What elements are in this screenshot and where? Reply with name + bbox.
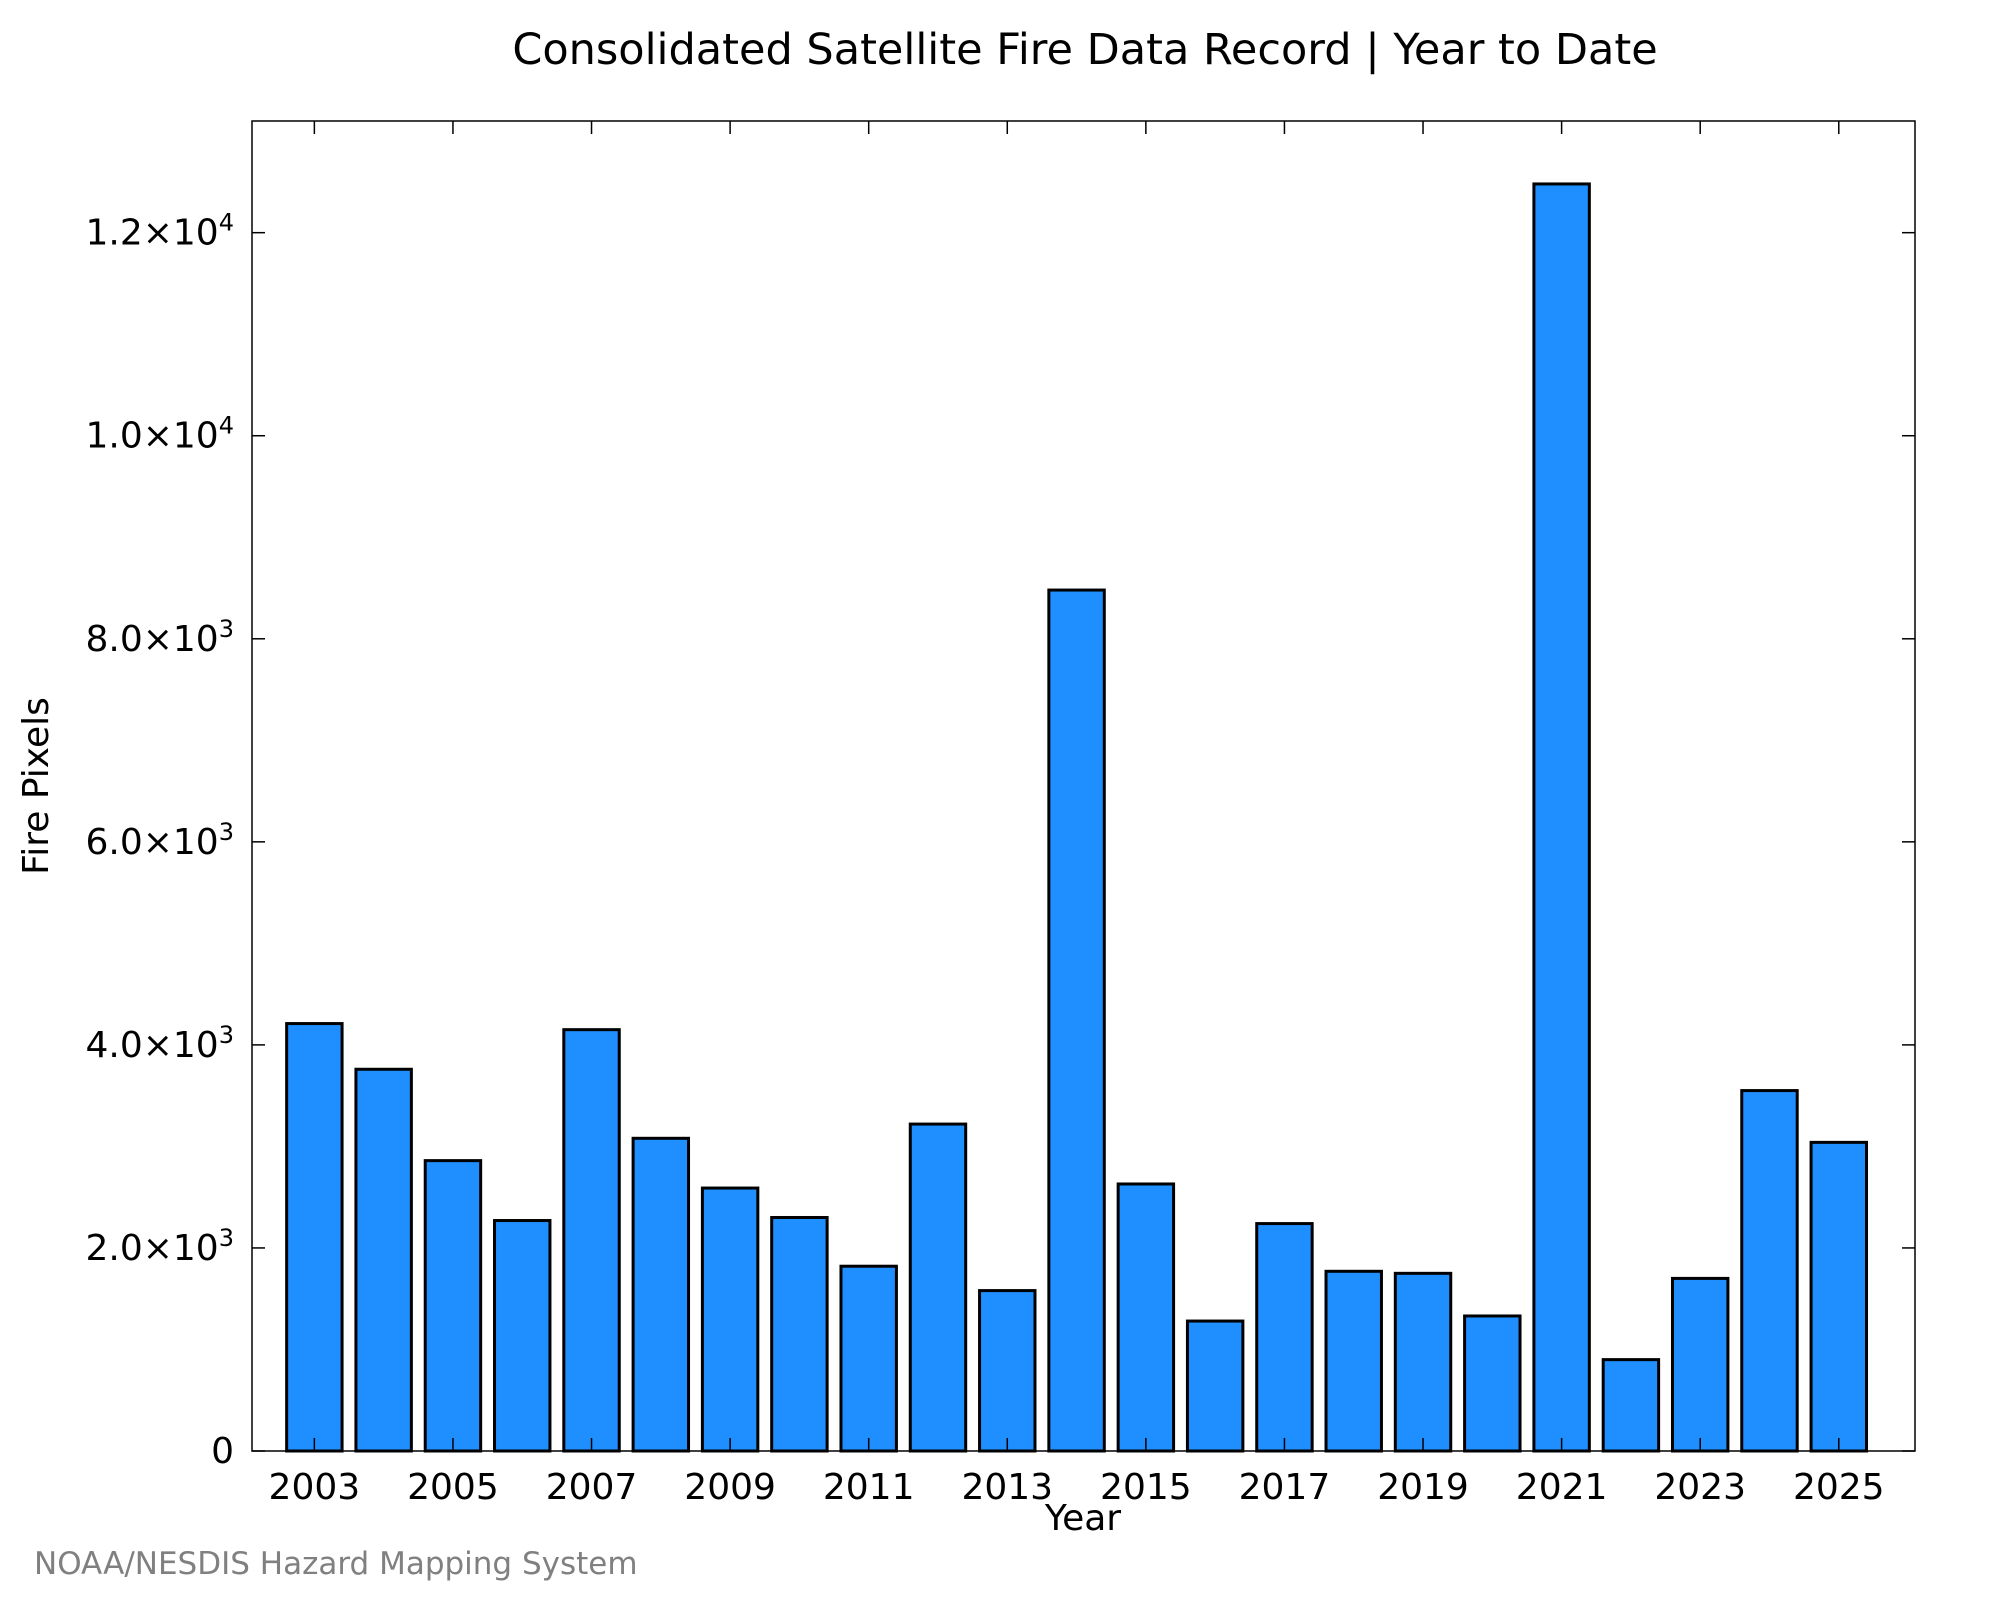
bar-2010 [770, 1215, 829, 1453]
bar-2015 [1116, 1182, 1176, 1453]
y-tick-label: 0 [211, 1431, 234, 1472]
bar-2007 [562, 1028, 621, 1453]
x-tick-labels: 2003 2005 2007 2009 2011 2013 2015 2017 2019 2021… [269, 1467, 1885, 1508]
bar-2003 [285, 1022, 344, 1453]
y-tick-label: 4.0×103 [85, 1021, 234, 1066]
y-tick-label: 1.2×104 [85, 209, 234, 254]
bar-2024 [1740, 1089, 1799, 1453]
bar-2020 [1463, 1314, 1522, 1453]
x-tick-label: 2003 [269, 1467, 361, 1508]
x-tick-label: 2011 [823, 1467, 915, 1508]
x-tick-label: 2013 [961, 1467, 1053, 1508]
y-tick-label: 2.0×103 [85, 1224, 234, 1269]
x-tick-label: 2025 [1793, 1467, 1885, 1508]
bar-2014 [1047, 588, 1106, 1453]
x-tick-label: 2019 [1377, 1467, 1469, 1508]
bars-layer [285, 182, 1868, 1453]
x-tick-label: 2023 [1654, 1467, 1746, 1508]
x-tick-label: 2017 [1239, 1467, 1331, 1508]
bar-2006 [493, 1219, 552, 1453]
bar-2017 [1255, 1222, 1314, 1453]
y-tick-label: 8.0×103 [85, 615, 234, 660]
chart-title: Consolidated Satellite Fire Data Record … [512, 25, 1657, 75]
bar-2004 [354, 1067, 413, 1453]
x-tick-label: 2009 [684, 1467, 776, 1508]
y-tick-labels: 0 2.0×103 4.0×103 6.0×103 8.0×103 1.0×104 1.2×… [85, 209, 234, 1472]
bar-2025 [1809, 1140, 1868, 1453]
x-tick-label: 2021 [1516, 1467, 1608, 1508]
bar-2021 [1532, 182, 1591, 1453]
y-tick-label: 1.0×104 [85, 412, 234, 457]
bar-2022 [1601, 1358, 1661, 1453]
bar-2008 [631, 1136, 691, 1453]
bar-2012 [908, 1122, 968, 1453]
y-axis-label: Fire Pixels [16, 697, 57, 875]
x-axis-label: Year [1044, 1498, 1121, 1539]
y-tick-label: 6.0×103 [85, 818, 234, 863]
bar-2005 [423, 1159, 483, 1453]
bar-2013 [978, 1289, 1037, 1453]
bar-2019 [1393, 1271, 1453, 1453]
bar-2016 [1185, 1319, 1245, 1453]
bar-2023 [1670, 1276, 1730, 1453]
x-tick-label: 2015 [1100, 1467, 1192, 1508]
source-credit: NOAA/NESDIS Hazard Mapping System [34, 1546, 638, 1582]
bar-2009 [700, 1186, 760, 1453]
bar-2018 [1324, 1269, 1383, 1453]
x-tick-label: 2007 [546, 1467, 638, 1508]
plot-area-frame [251, 120, 1916, 1452]
bar-2011 [839, 1264, 898, 1453]
x-tick-label: 2005 [407, 1467, 499, 1508]
